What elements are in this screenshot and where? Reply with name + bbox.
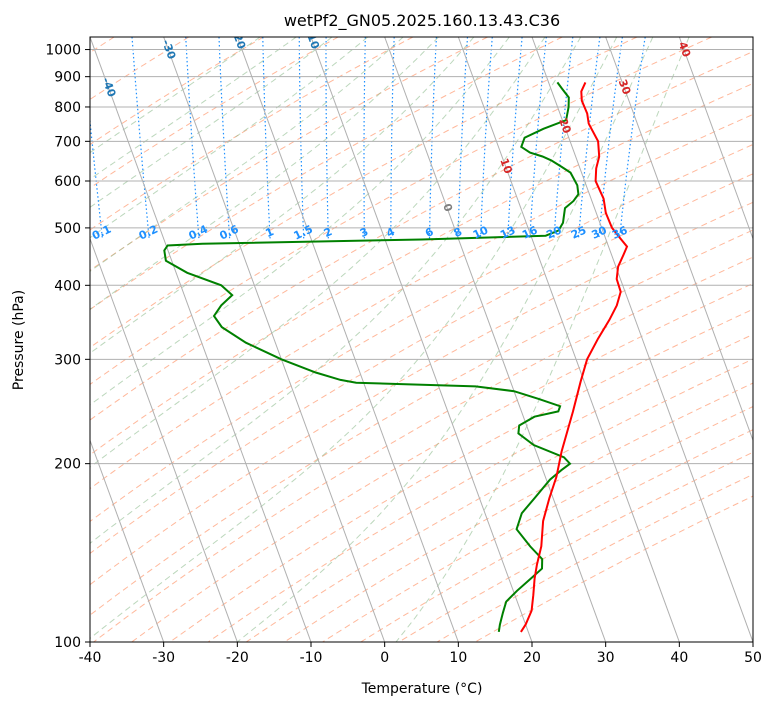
- isotherm-line: [90, 438, 165, 642]
- mixing-ratio-line: [507, 37, 523, 239]
- y-tick-label: 100: [54, 635, 81, 651]
- chart-title: wetPf2_GN05.2025.160.13.43.C36: [284, 11, 560, 31]
- mixing-ratio-line: [598, 37, 623, 239]
- mixing-ratio-label: 36: [610, 223, 630, 241]
- mixing-ratio-line: [618, 37, 646, 239]
- isotherm-line: [605, 37, 753, 442]
- y-tick-label: 900: [54, 70, 81, 86]
- dry-adiabat: [90, 229, 753, 616]
- isotherm-label: 20: [556, 116, 574, 135]
- x-tick-label: 0: [380, 650, 389, 666]
- dry-adiabat: [90, 173, 753, 555]
- dry-adiabat: [90, 37, 712, 385]
- x-tick-label: -20: [226, 650, 249, 666]
- y-tick-label: 600: [54, 174, 81, 190]
- moist-adiabat: [90, 37, 439, 310]
- mixing-ratio-line: [298, 37, 305, 239]
- mixing-ratio-line: [577, 37, 601, 239]
- mixing-ratio-line: [457, 37, 469, 239]
- mixing-ratio-line: [131, 37, 150, 239]
- isotherm-line: [90, 37, 312, 642]
- grid-lines: [90, 37, 753, 642]
- x-axis: -40 -30 -20 -10 0 10 20 30 40 50: [79, 642, 762, 666]
- isotherm-line: [163, 37, 386, 642]
- mixing-ratio-line: [529, 37, 547, 239]
- x-tick-label: 20: [523, 650, 541, 666]
- mixing-ratio-line: [218, 37, 231, 239]
- mixing-ratio-line: [428, 37, 437, 239]
- moist-adiabat: [90, 37, 297, 180]
- y-tick-label: 700: [54, 134, 81, 150]
- moist-adiabat: [90, 37, 510, 406]
- x-tick-label: -40: [79, 650, 102, 666]
- x-tick-label: 10: [449, 650, 467, 666]
- isotherm-line: [310, 37, 533, 642]
- y-tick-label: 800: [54, 100, 81, 116]
- x-tick-label: 30: [597, 650, 615, 666]
- x-axis-title: Temperature (°C): [361, 681, 483, 697]
- mixing-ratio-line: [553, 37, 574, 239]
- mixing-ratio-label: 20: [544, 223, 564, 241]
- dry-adiabat: [207, 333, 753, 642]
- dry-adiabat: [131, 282, 753, 642]
- mixing-ratio-line: [262, 37, 271, 239]
- dry-adiabat: [90, 82, 753, 456]
- x-tick-label: -10: [300, 650, 323, 666]
- dry-adiabat: [90, 37, 488, 272]
- temperature-line: [520, 81, 629, 633]
- mixing-ratio-label: 30: [590, 223, 610, 241]
- y-tick-label: 500: [54, 221, 81, 237]
- plot-frame: [89, 36, 754, 643]
- x-tick-label: 50: [744, 650, 762, 666]
- dry-adiabat: [90, 37, 339, 189]
- isotherm-line: [678, 37, 753, 241]
- x-tick-label: -30: [152, 650, 175, 666]
- dry-adiabat: [245, 358, 753, 642]
- moist-adiabat: [90, 37, 369, 239]
- moist-adiabat: [90, 37, 333, 208]
- isotherm-line: [384, 37, 607, 642]
- moist-adiabat: [90, 37, 261, 154]
- y-tick-label: 300: [54, 352, 81, 368]
- mixing-ratio-line: [363, 37, 366, 239]
- moist-adiabat: [395, 37, 690, 642]
- isotherm-line: [236, 37, 459, 642]
- x-tick-label: 40: [670, 650, 688, 666]
- mixing-ratio-label: 16: [520, 223, 540, 241]
- isotherm-label: 10: [497, 157, 515, 176]
- mixing-ratio-line: [325, 37, 329, 239]
- dry-adiabat: [90, 37, 563, 311]
- isotherm-label: 40: [676, 40, 694, 59]
- y-tick-label: 1000: [45, 43, 81, 59]
- isotherm-label: 30: [616, 78, 634, 97]
- y-tick-label: 200: [54, 457, 81, 473]
- moist-adiabat: [90, 37, 475, 354]
- mixing-ratio-label: 13: [498, 224, 517, 242]
- mixing-ratio-line: [480, 37, 493, 239]
- moist-adiabat: [90, 37, 546, 468]
- dry-adiabat: [90, 37, 264, 146]
- y-axis-title: Pressure (hPa): [11, 290, 27, 390]
- dry-adiabat: [90, 143, 753, 523]
- isotherm-line: [457, 37, 680, 642]
- isotherm-line: [531, 37, 753, 642]
- moist-adiabat: [90, 37, 582, 544]
- moist-adiabat: [90, 37, 618, 640]
- mixing-ratio-label: 25: [569, 224, 588, 242]
- y-tick-label: 400: [54, 278, 81, 294]
- mixing-ratio-line: [185, 37, 200, 239]
- dry-adiabat: [90, 51, 753, 421]
- dry-adiabat: [93, 256, 753, 642]
- profiles: [163, 81, 629, 633]
- moist-adiabat: [236, 37, 654, 642]
- mixing-ratio-label: 10: [471, 223, 491, 241]
- y-axis: 100 200 300 400 500 600 700 800 900 1000: [45, 43, 90, 651]
- background-lines: [90, 37, 753, 642]
- isotherm-label: 0: [440, 202, 455, 214]
- isotherm-line: [90, 237, 238, 642]
- moist-adiabat: [90, 37, 404, 272]
- dewpoint-line: [163, 81, 580, 633]
